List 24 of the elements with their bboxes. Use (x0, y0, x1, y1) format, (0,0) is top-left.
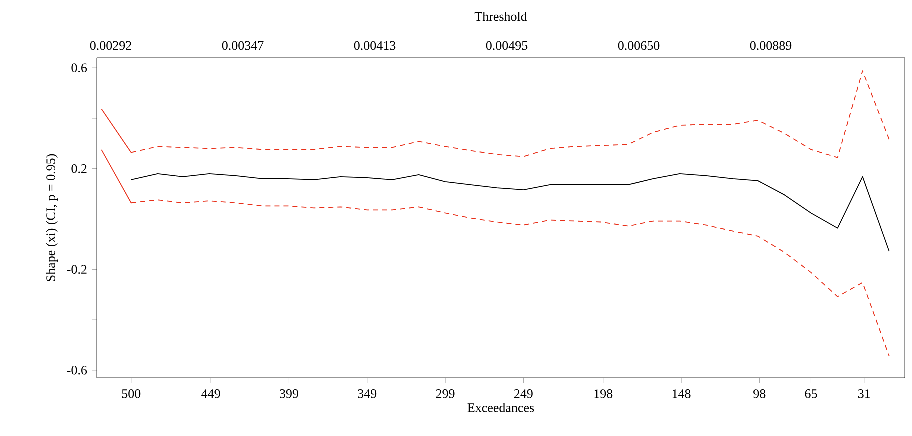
y-tick-label: -0.2 (67, 265, 87, 274)
x-tick-label: 98 (754, 390, 766, 398)
x-tick-label: 449 (202, 390, 220, 398)
x-tick-label: 399 (280, 390, 298, 398)
text: 0.00650 (618, 41, 660, 50)
x-tick-label: 148 (672, 390, 691, 398)
text: 0.00347 (222, 41, 264, 50)
text: 0.00292 (90, 41, 132, 50)
x-axis-title: Exceedances (468, 403, 534, 412)
x-tick-label: 299 (436, 390, 455, 398)
x-tick-label: 349 (358, 390, 377, 398)
x-tick-label: 249 (514, 390, 533, 398)
y-tick-label: -0.6 (67, 366, 88, 375)
y-tick-label: 0.6 (72, 64, 88, 72)
text: 0.00889 (750, 41, 792, 50)
x-tick-label: 500 (122, 390, 141, 398)
x-tick-label: 65 (805, 390, 818, 398)
text: 0.00495 (486, 41, 528, 50)
x-tick-label: 31 (858, 390, 870, 398)
x-tick-label: 198 (594, 390, 613, 398)
text: 0.00413 (354, 41, 396, 50)
y-axis-title: Shape (xi) (CI, p = 0.95) (46, 154, 58, 282)
y-tick-label: 0.2 (72, 164, 87, 174)
x2-axis-title: Threshold (474, 12, 528, 22)
